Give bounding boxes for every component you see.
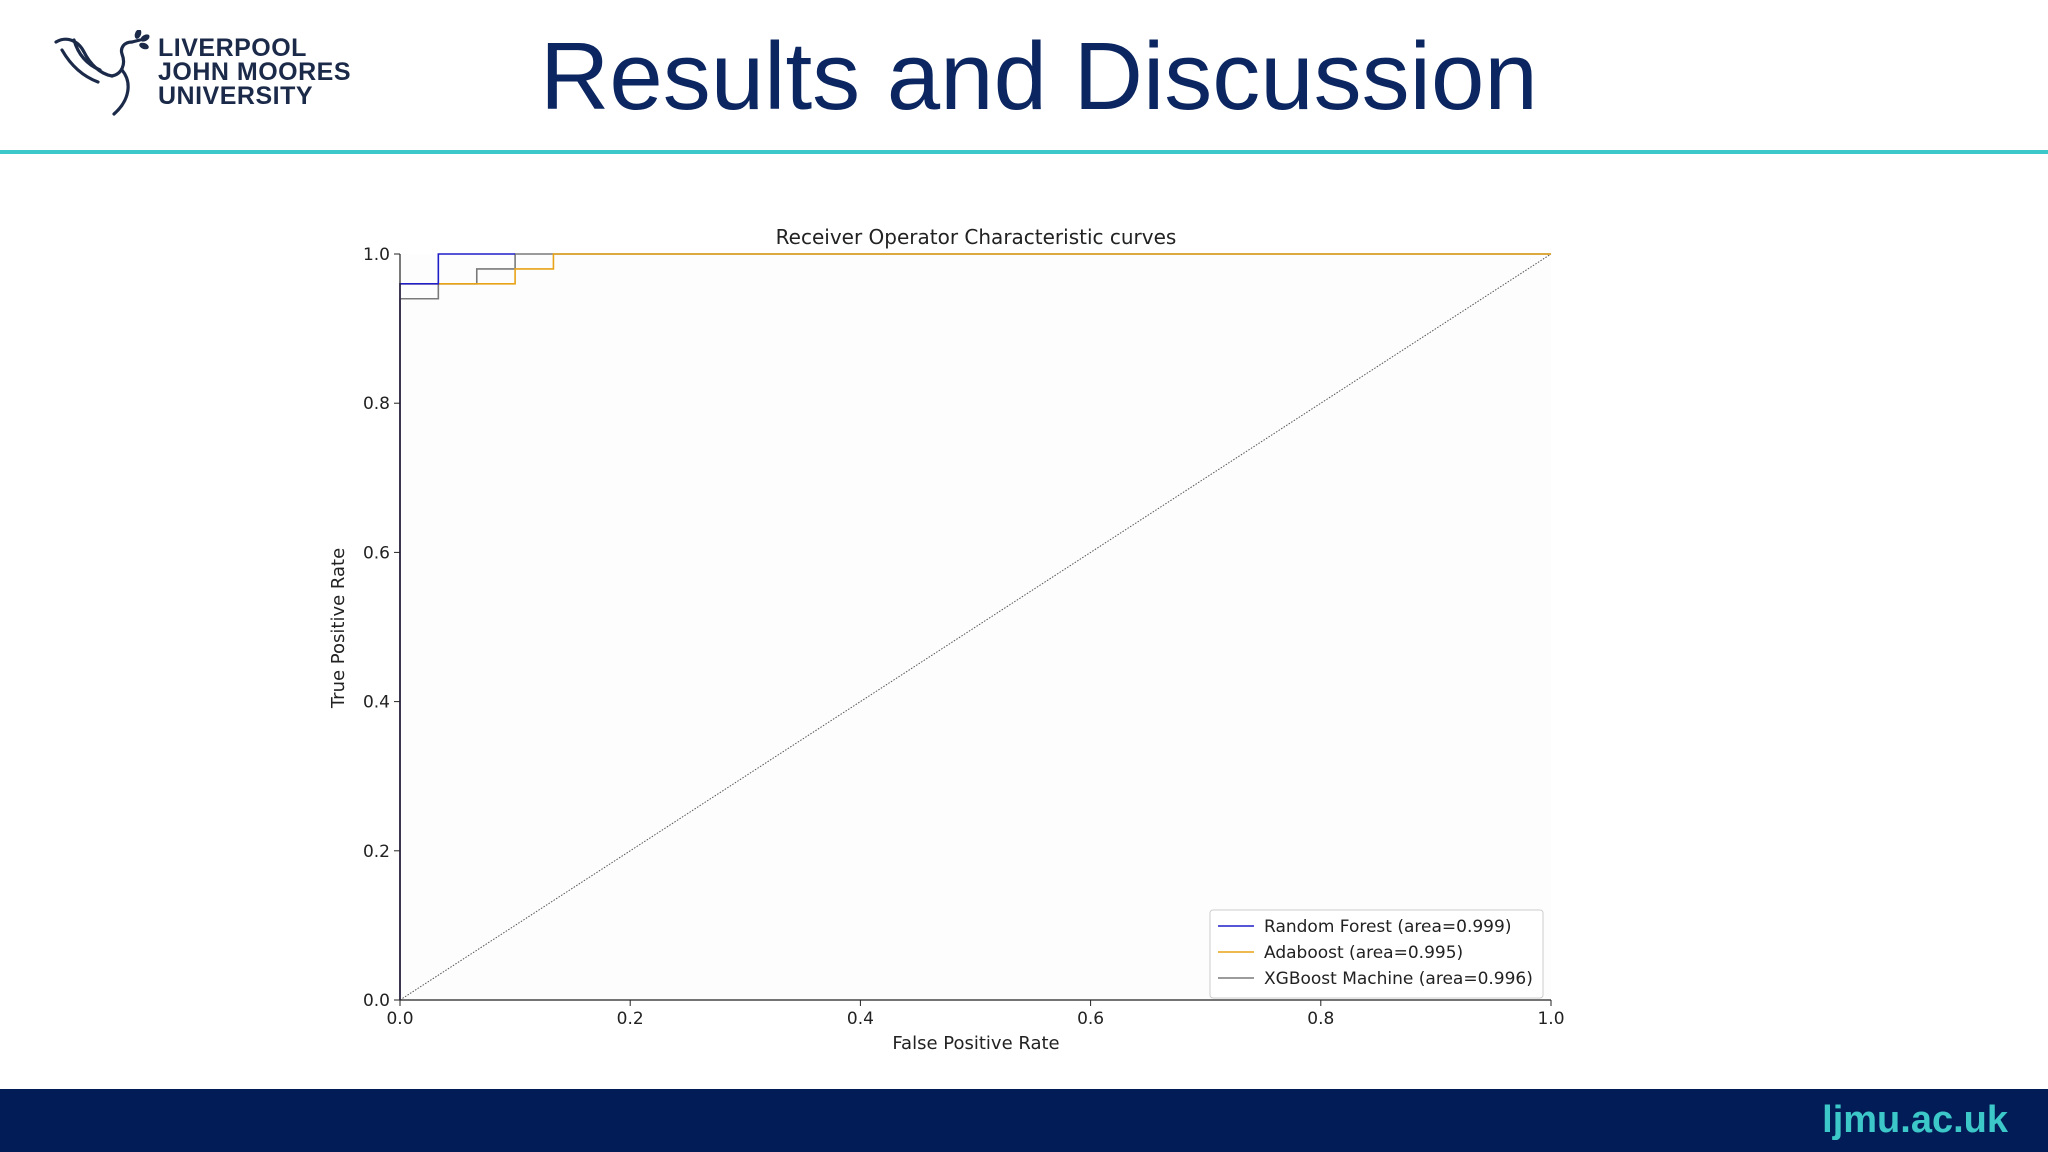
y-tick-label: 0.8 [363,394,390,414]
university-logo: LIVERPOOL JOHN MOORES UNIVERSITY [52,30,352,122]
logo-line-1: LIVERPOOL [158,34,307,62]
y-axis-label: True Positive Rate [328,548,349,709]
liver-bird-icon [54,30,150,116]
chart-title: Receiver Operator Characteristic curves [776,225,1177,249]
x-axis-label: False Positive Rate [892,1033,1059,1054]
y-tick-label: 0.6 [363,543,390,563]
slide-title: Results and Discussion [540,23,1538,130]
diagonal-reference-line [399,253,1552,1001]
x-tick-label: 0.0 [386,1009,413,1029]
y-tick-label: 1.0 [363,245,390,265]
legend-box [1209,909,1544,999]
x-tick-label: 0.4 [847,1009,874,1029]
plot-area [399,253,1552,1001]
y-tick-label: 0.0 [363,991,390,1011]
legend-entry-2: Random Forest (area=0.999) [1264,917,1511,937]
legend-entry-0: XGBoost Machine (area=0.996) [1264,969,1533,989]
chart-legend: Random Forest (area=0.999) Adaboost (area… [1209,909,1544,999]
footer-url: ljmu.ac.uk [1822,1099,2008,1141]
y-tick-label: 0.4 [363,693,390,713]
logo-line-3: UNIVERSITY [158,82,314,110]
logo-wordmark: LIVERPOOL JOHN MOORES UNIVERSITY [158,34,352,110]
y-tick-label: 0.2 [363,842,390,862]
x-tick-label: 0.8 [1307,1009,1334,1029]
slide-header: LIVERPOOL JOHN MOORES UNIVERSITY Results… [0,0,2048,150]
axes: 0.0 0.2 0.4 0.6 0.8 1.0 0.0 0.2 0.4 0.6 0.8 1.0 [363,245,1565,1029]
x-tick-label: 0.2 [617,1009,644,1029]
x-tick-label: 0.6 [1077,1009,1104,1029]
roc-chart: Receiver Operator Characteristic curves … [320,210,1600,1060]
roc-chart-svg: Receiver Operator Characteristic curves … [328,225,1565,1054]
legend-entry-1: Adaboost (area=0.995) [1264,943,1463,963]
logo-line-2: JOHN MOORES [158,58,352,86]
x-tick-label: 1.0 [1537,1009,1564,1029]
header-divider [0,150,2048,154]
slide-footer: ljmu.ac.uk [0,1089,2048,1152]
